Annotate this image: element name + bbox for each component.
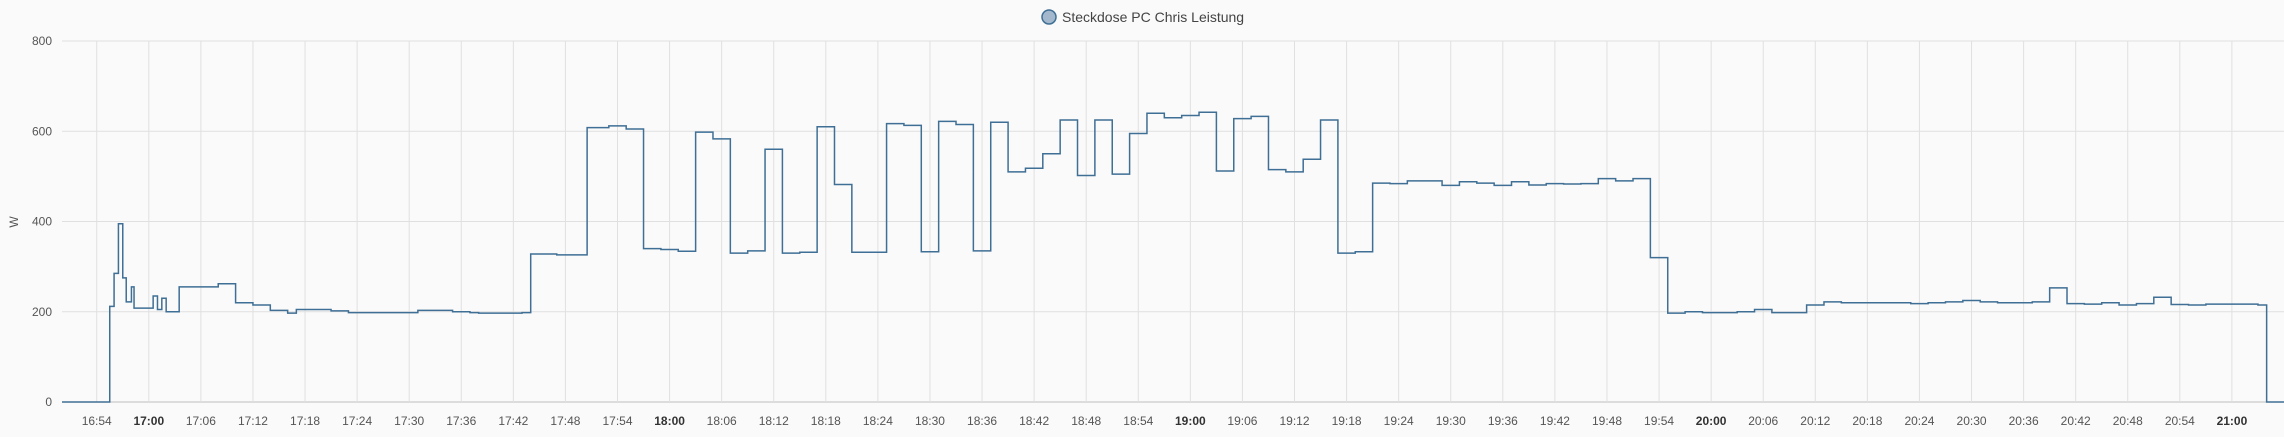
x-tick-label: 17:36 — [446, 414, 476, 428]
x-tick-label: 19:00 — [1175, 414, 1206, 428]
x-tick-label: 18:42 — [1019, 414, 1049, 428]
x-tick-label: 20:00 — [1696, 414, 1727, 428]
x-tick-label: 18:48 — [1071, 414, 1101, 428]
x-tick-label: 18:12 — [759, 414, 789, 428]
legend-marker-icon — [1041, 9, 1057, 25]
x-tick-label: 17:18 — [290, 414, 320, 428]
x-tick-label: 19:36 — [1488, 414, 1518, 428]
x-tick-label: 19:48 — [1592, 414, 1622, 428]
x-tick-label: 18:18 — [811, 414, 841, 428]
x-tick-label: 17:54 — [602, 414, 632, 428]
y-tick-label: 400 — [32, 215, 52, 229]
x-tick-label: 19:18 — [1332, 414, 1362, 428]
legend[interactable]: Steckdose PC Chris Leistung — [1041, 9, 1244, 25]
x-tick-label: 20:42 — [2061, 414, 2091, 428]
y-axis-ticks: 0 200 400 600 800 — [32, 34, 52, 409]
y-tick-label: 600 — [32, 124, 52, 138]
x-tick-label: 20:24 — [1904, 414, 1934, 428]
x-tick-label: 20:48 — [2113, 414, 2143, 428]
x-tick-label: 20:12 — [1800, 414, 1830, 428]
x-tick-label: 19:54 — [1644, 414, 1674, 428]
x-tick-label: 19:24 — [1384, 414, 1414, 428]
x-tick-label: 17:00 — [133, 414, 164, 428]
x-tick-label: 17:48 — [550, 414, 580, 428]
x-axis-ticks: 16:54 17:00 17:06 17:12 17:18 17:24 17:30 17:36… — [82, 414, 2248, 428]
x-tick-label: 18:54 — [1123, 414, 1153, 428]
x-tick-label: 16:54 — [82, 414, 112, 428]
x-tick-label: 18:36 — [967, 414, 997, 428]
x-tick-label: 20:54 — [2165, 414, 2195, 428]
x-tick-label: 18:06 — [707, 414, 737, 428]
x-tick-label: 17:12 — [238, 414, 268, 428]
grid — [62, 40, 2284, 403]
y-tick-label: 200 — [32, 305, 52, 319]
x-tick-label: 18:00 — [654, 414, 685, 428]
y-tick-label: 800 — [32, 34, 52, 48]
x-tick-label: 18:30 — [915, 414, 945, 428]
x-tick-label: 19:42 — [1540, 414, 1570, 428]
x-tick-label: 19:06 — [1227, 414, 1257, 428]
x-tick-label: 20:18 — [1852, 414, 1882, 428]
x-tick-label: 19:30 — [1436, 414, 1466, 428]
x-tick-label: 18:24 — [863, 414, 893, 428]
x-tick-label: 20:06 — [1748, 414, 1778, 428]
y-axis-title: W — [7, 216, 21, 228]
x-tick-label: 17:42 — [498, 414, 528, 428]
legend-label: Steckdose PC Chris Leistung — [1062, 9, 1244, 25]
x-tick-label: 19:12 — [1280, 414, 1310, 428]
x-tick-label: 20:36 — [2009, 414, 2039, 428]
series-line — [62, 111, 2284, 403]
x-tick-label: 17:06 — [186, 414, 216, 428]
y-tick-label: 0 — [45, 395, 52, 409]
x-tick-label: 17:24 — [342, 414, 372, 428]
x-tick-label: 17:30 — [394, 414, 424, 428]
x-tick-label: 20:30 — [1957, 414, 1987, 428]
x-tick-label: 21:00 — [2217, 414, 2248, 428]
